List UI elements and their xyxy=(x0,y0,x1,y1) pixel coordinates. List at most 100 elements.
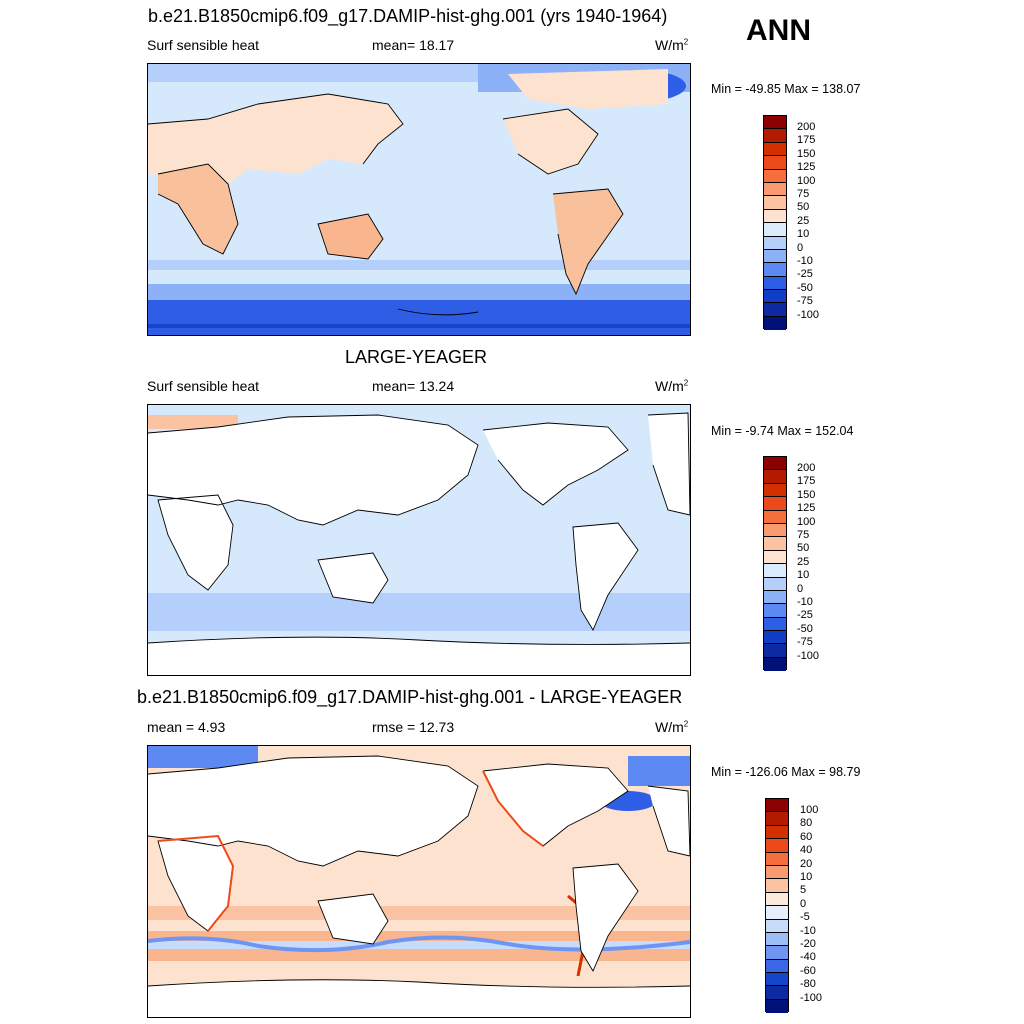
panel3-colorbar-swatch xyxy=(766,812,788,826)
panel2-colorbar-label: 175 xyxy=(797,475,816,488)
panel3-units: W/m2 xyxy=(655,719,689,735)
panel3-colorbar-swatch xyxy=(766,946,788,960)
panel3-colorbar-labels: 100 80 60 40 20 10 5 0 -5 -10 -20 -40 -6… xyxy=(800,798,840,1012)
panel2-colorbar-label: -50 xyxy=(797,622,813,635)
panel1-colorbar-label: 125 xyxy=(797,161,816,174)
panel3-colorbar xyxy=(765,798,789,1014)
panel3-colorbar-label: -10 xyxy=(800,924,816,937)
panel3-map xyxy=(147,745,691,1018)
panel2-colorbar-swatch xyxy=(764,457,786,471)
panel3-colorbar-label: 5 xyxy=(800,884,807,897)
panel2-colorbar-swatch xyxy=(764,483,786,498)
panel2-colorbar-label: 50 xyxy=(797,542,810,555)
panel3-colorbar-swatch xyxy=(766,973,788,987)
panel3-colorbar-swatch xyxy=(766,865,788,880)
panel2-colorbar-label: 10 xyxy=(797,569,810,582)
panel3-colorbar-label: 40 xyxy=(800,844,813,857)
panel2-minmax: Min = -9.74 Max = 152.04 xyxy=(711,424,854,438)
panel1-colorbar-swatch xyxy=(764,303,786,317)
panel2-colorbar-label: -25 xyxy=(797,609,813,622)
panel1-colorbar-swatch xyxy=(764,196,786,210)
panel1-colorbar-label: 10 xyxy=(797,228,810,241)
panel3-rmse: rmse = 12.73 xyxy=(372,719,455,735)
panel3-colorbar-label: -100 xyxy=(800,991,823,1004)
panel2-colorbar-label: 25 xyxy=(797,555,810,568)
panel1-colorbar-swatch xyxy=(764,290,786,304)
panel1-colorbar-swatch xyxy=(764,129,786,143)
panel3-colorbar-swatch xyxy=(766,906,788,920)
panel2-colorbar-labels: 200 175 150 125 100 75 50 25 10 0 -10 -2… xyxy=(797,456,837,670)
panel2-colorbar-label: 100 xyxy=(797,515,816,528)
panel3-colorbar-swatch xyxy=(766,919,788,933)
panel3-colorbar-swatch xyxy=(766,892,788,907)
panel3-colorbar-swatch xyxy=(766,959,788,974)
panel2-colorbar-swatch xyxy=(764,617,786,632)
panel1-colorbar-labels: 200 175 150 125 100 75 50 25 10 0 -10 -2… xyxy=(797,115,837,329)
panel3-colorbar-label: -80 xyxy=(800,978,816,991)
panel3-colorbar-label: 100 xyxy=(800,804,819,816)
panel2-colorbar-label: -100 xyxy=(797,649,820,662)
panel1-variable: Surf sensible heat xyxy=(147,37,260,53)
panel2-colorbar-label: 75 xyxy=(797,529,810,541)
panel3-colorbar-label: 20 xyxy=(800,857,813,870)
panel2-units: W/m2 xyxy=(655,378,689,394)
panel3-mean: mean = 4.93 xyxy=(147,719,226,735)
panel1-colorbar-swatch xyxy=(764,156,786,170)
panel1-colorbar-swatch xyxy=(764,182,786,197)
panel3-colorbar-label: -5 xyxy=(800,911,810,924)
panel2-map xyxy=(147,404,691,676)
panel1-title: b.e21.B1850cmip6.f09_g17.DAMIP-hist-ghg.… xyxy=(148,6,668,26)
panel3-colorbar-swatch xyxy=(766,799,788,813)
panel3-colorbar-swatch xyxy=(766,986,788,1000)
panel1-colorbar-label: -50 xyxy=(797,281,813,294)
panel1-colorbar-label: -75 xyxy=(797,295,813,308)
panel1-colorbar-label: 50 xyxy=(797,201,810,214)
panel3-colorbar-swatch xyxy=(766,932,788,947)
panel2-colorbar-swatch xyxy=(764,631,786,645)
panel2-colorbar-swatch xyxy=(764,523,786,538)
panel2-colorbar-swatch xyxy=(764,657,786,672)
panel1-colorbar-label: 75 xyxy=(797,188,810,200)
panel2-colorbar-swatch xyxy=(764,564,786,578)
panel2-colorbar-swatch xyxy=(764,590,786,605)
panel1-colorbar-label: 175 xyxy=(797,134,816,147)
panel2-colorbar-swatch xyxy=(764,577,786,591)
panel1-colorbar-label: 150 xyxy=(797,147,816,160)
panel2-colorbar xyxy=(763,456,787,672)
panel3-colorbar-swatch xyxy=(766,839,788,853)
panel1-colorbar-label: 0 xyxy=(797,241,804,254)
panel1-colorbar-swatch xyxy=(764,263,786,277)
panel1-colorbar-label: 100 xyxy=(797,174,816,187)
panel3-colorbar-swatch xyxy=(766,852,788,866)
panel3-colorbar-label: -20 xyxy=(800,938,816,950)
panel2-colorbar-swatch xyxy=(764,470,786,484)
panel3-colorbar-swatch xyxy=(766,999,788,1014)
panel2-colorbar-label: 125 xyxy=(797,502,816,515)
panel2-mean: mean= 13.24 xyxy=(372,378,455,394)
panel1-colorbar-swatch xyxy=(764,116,786,130)
panel2-colorbar-swatch xyxy=(764,510,786,524)
panel3-colorbar-label: 0 xyxy=(800,897,807,910)
panel1-colorbar-swatch xyxy=(764,249,786,264)
panel2-colorbar-label: -10 xyxy=(797,596,813,608)
panel2-map-field xyxy=(148,405,690,675)
panel3-colorbar-label: -60 xyxy=(800,964,816,977)
panel1-colorbar xyxy=(763,115,787,331)
panel2-colorbar-swatch xyxy=(764,537,786,551)
panel3-colorbar-swatch xyxy=(766,825,788,840)
panel2-variable: Surf sensible heat xyxy=(147,378,260,394)
panel2-colorbar-swatch xyxy=(764,604,786,618)
panel2-title: LARGE-YEAGER xyxy=(345,347,488,367)
panel2-colorbar-label: 150 xyxy=(797,488,816,501)
panel3-colorbar-label: -40 xyxy=(800,951,816,964)
panel2-colorbar-label: 0 xyxy=(797,582,804,595)
panel1-colorbar-label: -10 xyxy=(797,255,813,267)
panel1-minmax: Min = -49.85 Max = 138.07 xyxy=(711,82,861,96)
panel2-colorbar-swatch xyxy=(764,550,786,565)
panel1-colorbar-label: 25 xyxy=(797,214,810,227)
panel1-colorbar-label: -25 xyxy=(797,268,813,281)
panel1-colorbar-swatch xyxy=(764,169,786,183)
panel1-colorbar-swatch xyxy=(764,276,786,291)
panel3-minmax: Min = -126.06 Max = 98.79 xyxy=(711,765,861,779)
panel1-colorbar-swatch xyxy=(764,236,786,250)
